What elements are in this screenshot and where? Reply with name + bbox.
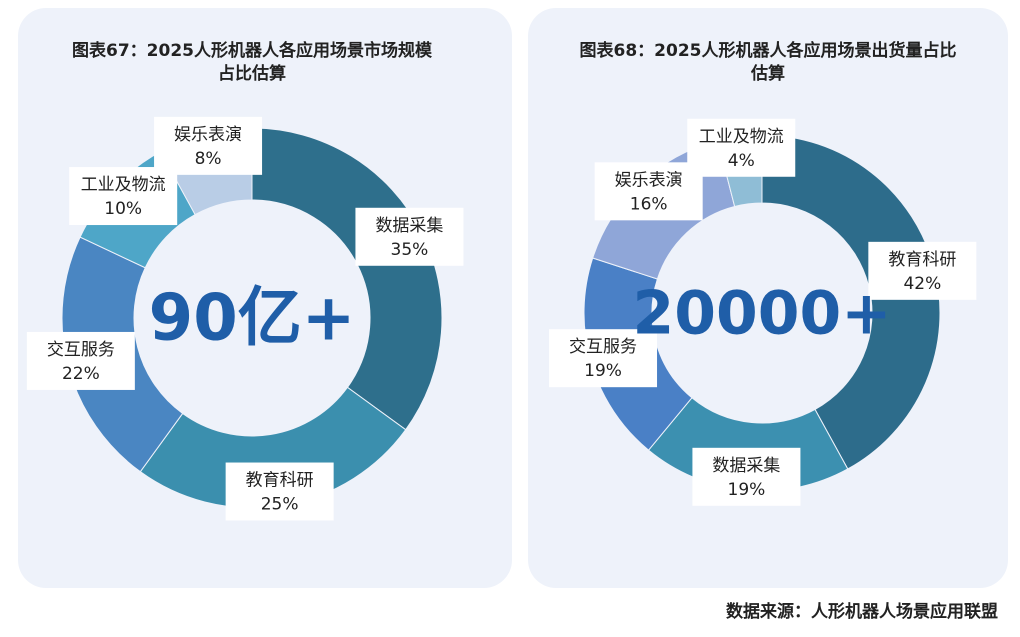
value-label: 19% bbox=[728, 480, 766, 500]
label-box bbox=[69, 167, 178, 226]
value-label: 35% bbox=[391, 240, 429, 260]
slice-label: 教育科研 bbox=[888, 250, 956, 270]
label-box bbox=[549, 329, 658, 388]
label-box bbox=[868, 241, 977, 300]
donut-slice bbox=[251, 127, 443, 431]
chart-title: 图表68：2025人形机器人各应用场景出货量占比估算 bbox=[579, 41, 957, 84]
slice-label: 数据采集 bbox=[712, 456, 780, 476]
slice-label: 教育科研 bbox=[246, 471, 314, 491]
value-label: 22% bbox=[62, 364, 100, 384]
chart-title: 图表67：2025人形机器人各应用场景市场规模占比估算 bbox=[72, 41, 432, 84]
value-label: 19% bbox=[584, 361, 622, 381]
label-box bbox=[355, 207, 464, 266]
slice-label: 娱乐表演 bbox=[174, 125, 242, 145]
label-box bbox=[225, 462, 334, 521]
value-label: 25% bbox=[261, 495, 299, 515]
title-box: 图表68：2025人形机器人各应用场景出货量占比估算 bbox=[579, 41, 957, 84]
slice-label: 数据采集 bbox=[375, 216, 443, 236]
center-label: 90亿+ bbox=[149, 282, 356, 356]
center-label: 20000+ bbox=[632, 279, 891, 349]
label-box bbox=[594, 162, 703, 221]
value-label: 4% bbox=[728, 151, 755, 171]
label-box bbox=[692, 447, 801, 506]
slice-label: 工业及物流 bbox=[699, 127, 784, 147]
value-label: 16% bbox=[630, 194, 668, 214]
value-label: 42% bbox=[903, 274, 941, 294]
label-box bbox=[26, 331, 135, 390]
slice-label: 娱乐表演 bbox=[615, 170, 683, 190]
label-box bbox=[687, 118, 796, 177]
title-box: 图表67：2025人形机器人各应用场景市场规模占比估算 bbox=[72, 41, 432, 84]
donut-slice bbox=[139, 386, 407, 509]
value-label: 8% bbox=[195, 149, 222, 169]
label-box bbox=[154, 116, 263, 175]
slice-label: 交互服务 bbox=[47, 340, 115, 360]
value-label: 10% bbox=[104, 199, 142, 219]
slice-label: 工业及物流 bbox=[81, 175, 166, 195]
source: 数据来源：人形机器人场景应用联盟 bbox=[726, 601, 998, 622]
donut-slice bbox=[761, 134, 941, 470]
slice-label: 交互服务 bbox=[569, 337, 637, 357]
